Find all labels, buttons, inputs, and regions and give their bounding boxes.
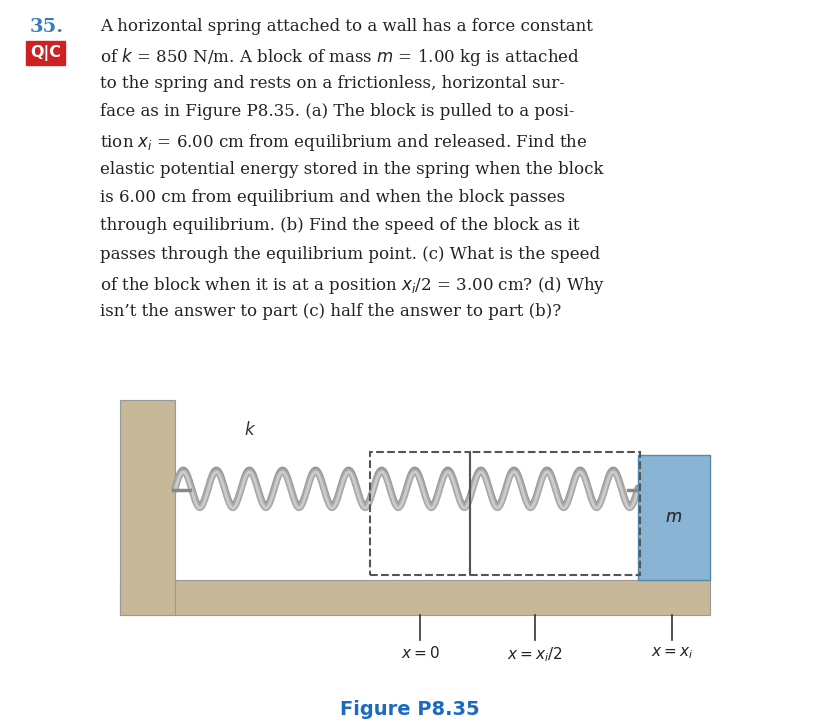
Text: $x = 0$: $x = 0$ bbox=[400, 645, 439, 661]
Text: through equilibrium. (b) Find the speed of the block as it: through equilibrium. (b) Find the speed … bbox=[100, 217, 579, 235]
Text: tion $x_i$ = 6.00 cm from equilibrium and released. Find the: tion $x_i$ = 6.00 cm from equilibrium an… bbox=[100, 132, 587, 153]
Text: face as in Figure P8.35. (a) The block is pulled to a posi-: face as in Figure P8.35. (a) The block i… bbox=[100, 104, 574, 120]
Bar bbox=[369, 452, 469, 575]
Bar bbox=[637, 455, 709, 580]
Text: Figure P8.35: Figure P8.35 bbox=[340, 700, 479, 719]
Bar bbox=[469, 452, 639, 575]
Text: $m$: $m$ bbox=[665, 509, 681, 526]
Text: of the block when it is at a position $x_i$/2 = 3.00 cm? (d) Why: of the block when it is at a position $x… bbox=[100, 274, 604, 295]
Text: $k$: $k$ bbox=[243, 421, 256, 439]
Bar bbox=[120, 400, 174, 615]
Text: of $k$ = 850 N/m. A block of mass $m$ = 1.00 kg is attached: of $k$ = 850 N/m. A block of mass $m$ = … bbox=[100, 46, 579, 69]
Text: $m$: $m$ bbox=[665, 509, 681, 526]
Bar bbox=[120, 580, 709, 615]
Text: Q|C: Q|C bbox=[30, 45, 61, 61]
Text: to the spring and rests on a frictionless, horizontal sur-: to the spring and rests on a frictionles… bbox=[100, 75, 564, 92]
Text: is 6.00 cm from equilibrium and when the block passes: is 6.00 cm from equilibrium and when the… bbox=[100, 189, 564, 206]
Text: $x = x_i$: $x = x_i$ bbox=[650, 645, 692, 661]
Text: isn’t the answer to part (c) half the answer to part (b)?: isn’t the answer to part (c) half the an… bbox=[100, 303, 560, 320]
Text: $x = x_i/2$: $x = x_i/2$ bbox=[507, 645, 562, 664]
Text: elastic potential energy stored in the spring when the block: elastic potential energy stored in the s… bbox=[100, 161, 603, 177]
Text: 35.: 35. bbox=[30, 18, 64, 36]
Text: A horizontal spring attached to a wall has a force constant: A horizontal spring attached to a wall h… bbox=[100, 18, 592, 35]
Text: passes through the equilibrium point. (c) What is the speed: passes through the equilibrium point. (c… bbox=[100, 246, 600, 263]
